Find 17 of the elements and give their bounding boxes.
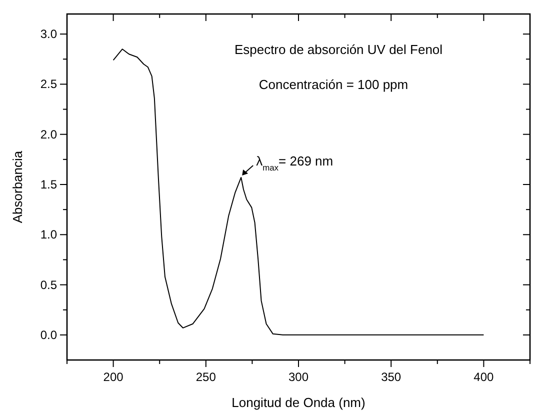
y-tick-label: 0.0 xyxy=(40,328,58,342)
y-tick-label: 0.5 xyxy=(40,278,58,292)
text: Espectro de absorción UV del Fenol xyxy=(234,42,443,57)
y-tick-label: 3.0 xyxy=(40,27,58,42)
y-tick-label: 1.5 xyxy=(40,177,58,192)
x-axis-title: Longitud de Onda (nm) xyxy=(232,395,366,410)
annotation: λ$_{max}$= 269 nm xyxy=(256,153,334,172)
x-tick-label: 300 xyxy=(288,370,309,384)
x-tick-label: 250 xyxy=(196,370,216,384)
y-tick-label: 1.0 xyxy=(40,228,58,242)
y-tick-label: 2.5 xyxy=(40,77,58,92)
text: Concentración = 100 ppm xyxy=(258,77,408,92)
y-tick-label: 2.0 xyxy=(40,127,58,142)
x-tick-label: 400 xyxy=(474,370,494,384)
x-tick-label: 200 xyxy=(103,370,124,384)
y-axis-title: Absorbancia xyxy=(10,150,25,224)
x-tick-label: 350 xyxy=(381,370,402,384)
